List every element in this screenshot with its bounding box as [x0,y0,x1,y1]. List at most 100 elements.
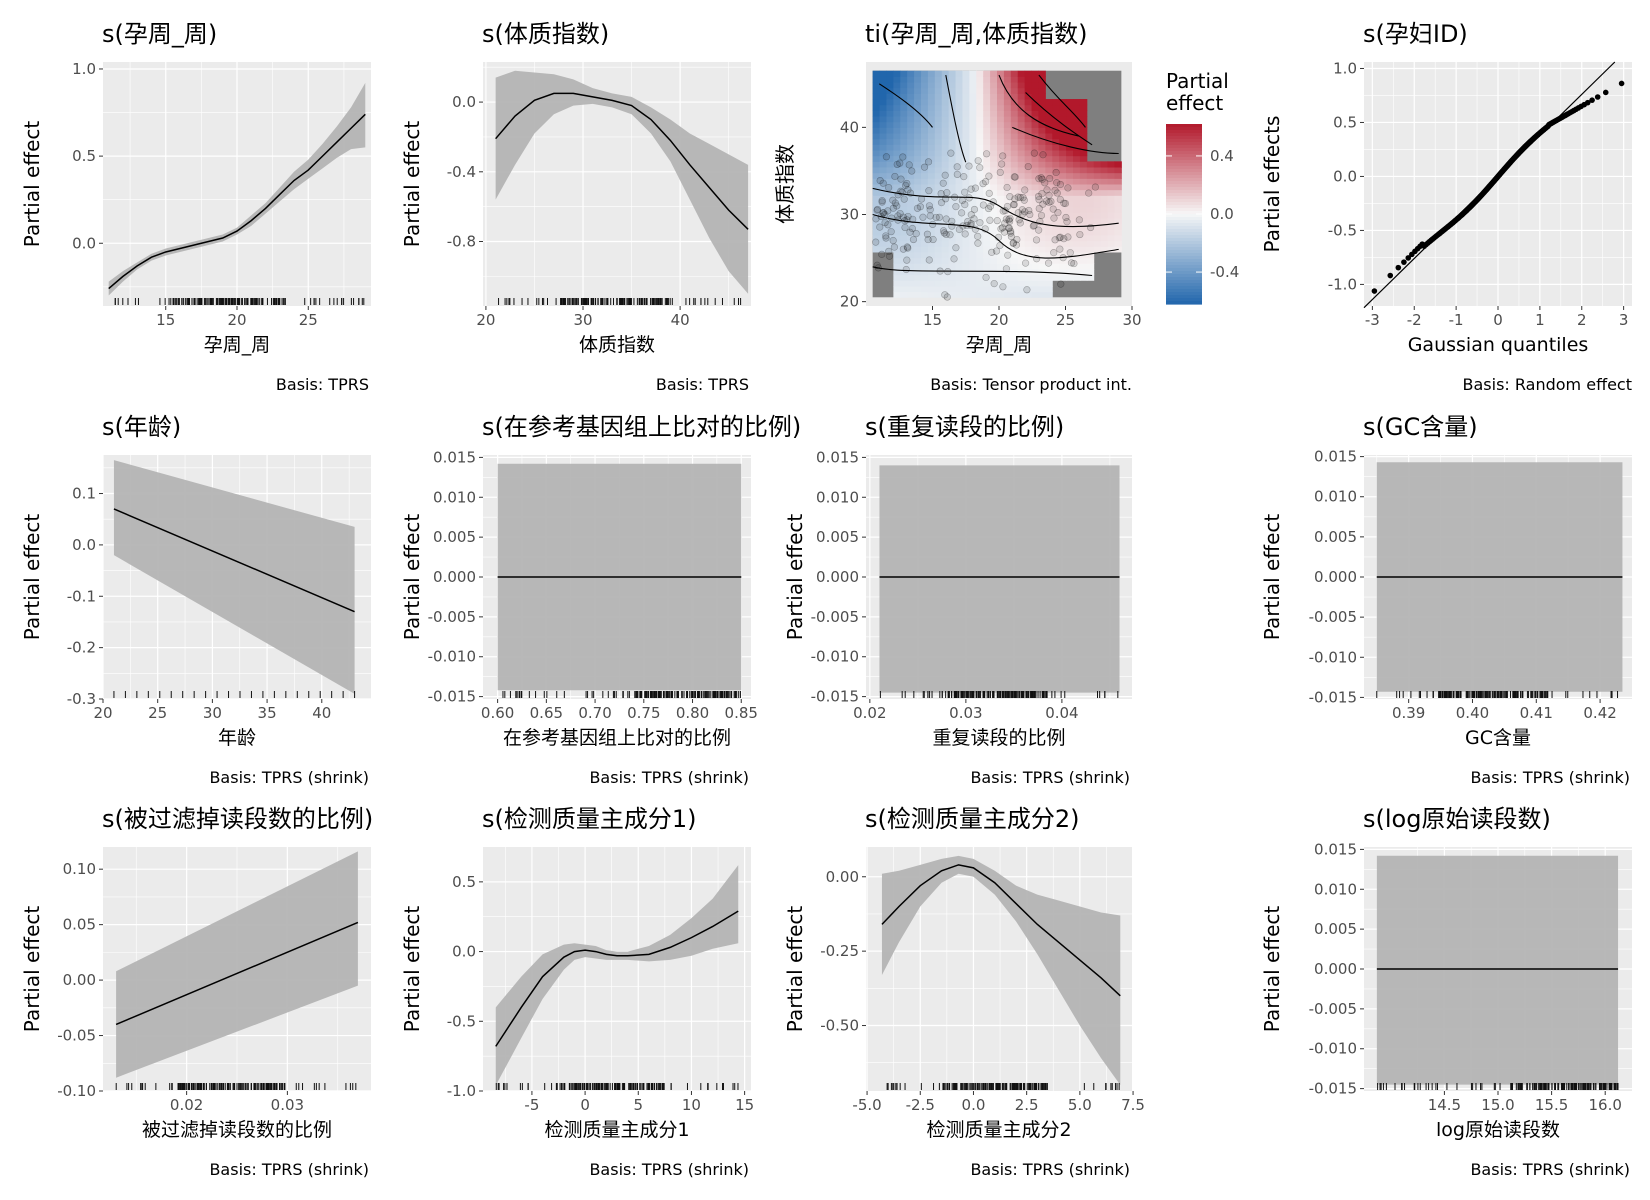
panel-title: s(GC含量) [1363,413,1478,441]
heat-cell [921,155,929,162]
legend-color-step [1166,178,1202,182]
heat-cell [1017,240,1026,247]
heat-cell [1003,172,1012,179]
legend-color-step [1166,175,1202,179]
heat-cell [969,138,977,145]
heat-cell [934,234,943,242]
heat-cell [990,116,998,123]
heat-cell [948,110,957,117]
heat-cell [934,229,943,236]
heat-cell [997,87,1005,94]
observation-point [926,212,934,220]
heat-cell [1045,167,1053,174]
heat-cell [893,280,901,287]
heat-cell [983,167,991,174]
x-tick-label: 16.0 [1588,1096,1621,1114]
heat-cell [900,200,908,208]
heat-cell [1072,240,1081,247]
heat-cell [900,93,908,100]
observation-point [873,261,881,269]
heat-cell [914,212,922,219]
heat-cell [900,212,908,219]
y-axis-label: Partial effect [20,906,44,1033]
observation-point [879,209,887,217]
heat-cell [1024,93,1033,100]
x-tick-label: -3 [1365,311,1380,329]
heat-cell [914,251,922,259]
observation-point [1000,228,1008,236]
heat-cell [983,274,991,281]
heat-cell [1079,189,1088,196]
heat-cell [1093,172,1102,179]
heat-cell [1024,206,1033,213]
x-tick-label: 25 [1056,311,1075,329]
heat-cell [900,161,908,168]
heat-cell [1066,240,1074,247]
heat-cell [1003,274,1012,281]
legend-color-step [1166,217,1202,221]
heat-cell [1024,178,1033,185]
heat-cell [914,234,922,242]
heat-cell [941,189,950,196]
y-tick-label: -0.1 [67,587,96,605]
legend-tick-label: -0.4 [1210,263,1239,281]
heat-cell [1072,189,1081,196]
heat-cell [886,82,894,89]
y-tick-label: 0.010 [433,488,476,506]
heat-cell [983,161,991,168]
heat-cell [976,223,984,230]
heat-cell [1024,116,1033,123]
heat-cell [1100,189,1109,196]
heat-cell [907,155,915,162]
heat-cell [955,70,963,77]
x-tick-label: 2 [1577,311,1587,329]
x-tick-label: -5 [524,1096,539,1114]
heat-cell [1038,127,1046,134]
heat-cell [907,144,915,151]
x-tick-label: 0.04 [1045,704,1078,722]
heat-cell [990,212,998,219]
x-tick-label: 0.60 [481,704,514,722]
heat-cell [1003,184,1012,191]
heat-cell [907,184,915,191]
y-tick-label: 1.0 [72,60,96,78]
x-axis-label: 重复读段的比例 [932,727,1065,749]
heat-cell [976,263,984,270]
heat-cell [1010,70,1019,77]
y-tick-label: -0.010 [1309,1040,1357,1058]
heat-cell [969,87,977,94]
heat-cell [914,110,922,117]
heat-cell [1045,274,1053,281]
heat-cell [1017,104,1026,111]
heat-cell [921,167,929,174]
heat-cell [1045,246,1053,253]
heat-cell [948,285,957,293]
heat-cell [893,104,901,111]
observation-point [942,230,950,238]
heat-cell [1024,172,1033,179]
legend-color-step [1166,274,1202,278]
heat-cell [1038,189,1046,196]
heat-cell [1114,212,1122,219]
x-tick-label: 7.5 [1121,1096,1145,1114]
heat-cell [976,200,984,208]
x-tick-label: 30 [203,704,222,722]
heat-cell [990,206,998,213]
heat-cell [907,195,915,202]
heat-cell [934,240,943,247]
heat-cell [900,104,908,111]
heat-cell [962,138,970,145]
smooth-line [115,921,359,1026]
y-tick-label: 0.015 [1314,448,1357,466]
heat-cell [927,223,936,230]
heat-cell [1045,155,1053,162]
legend-color-step [1166,157,1202,161]
observation-point [990,280,998,288]
observation-point [903,256,911,264]
heat-cell [900,155,908,162]
heat-cell [941,150,950,157]
heat-cell [983,144,991,151]
heat-cell [921,144,929,151]
heat-cell [921,150,929,157]
heat-cell [879,82,887,89]
